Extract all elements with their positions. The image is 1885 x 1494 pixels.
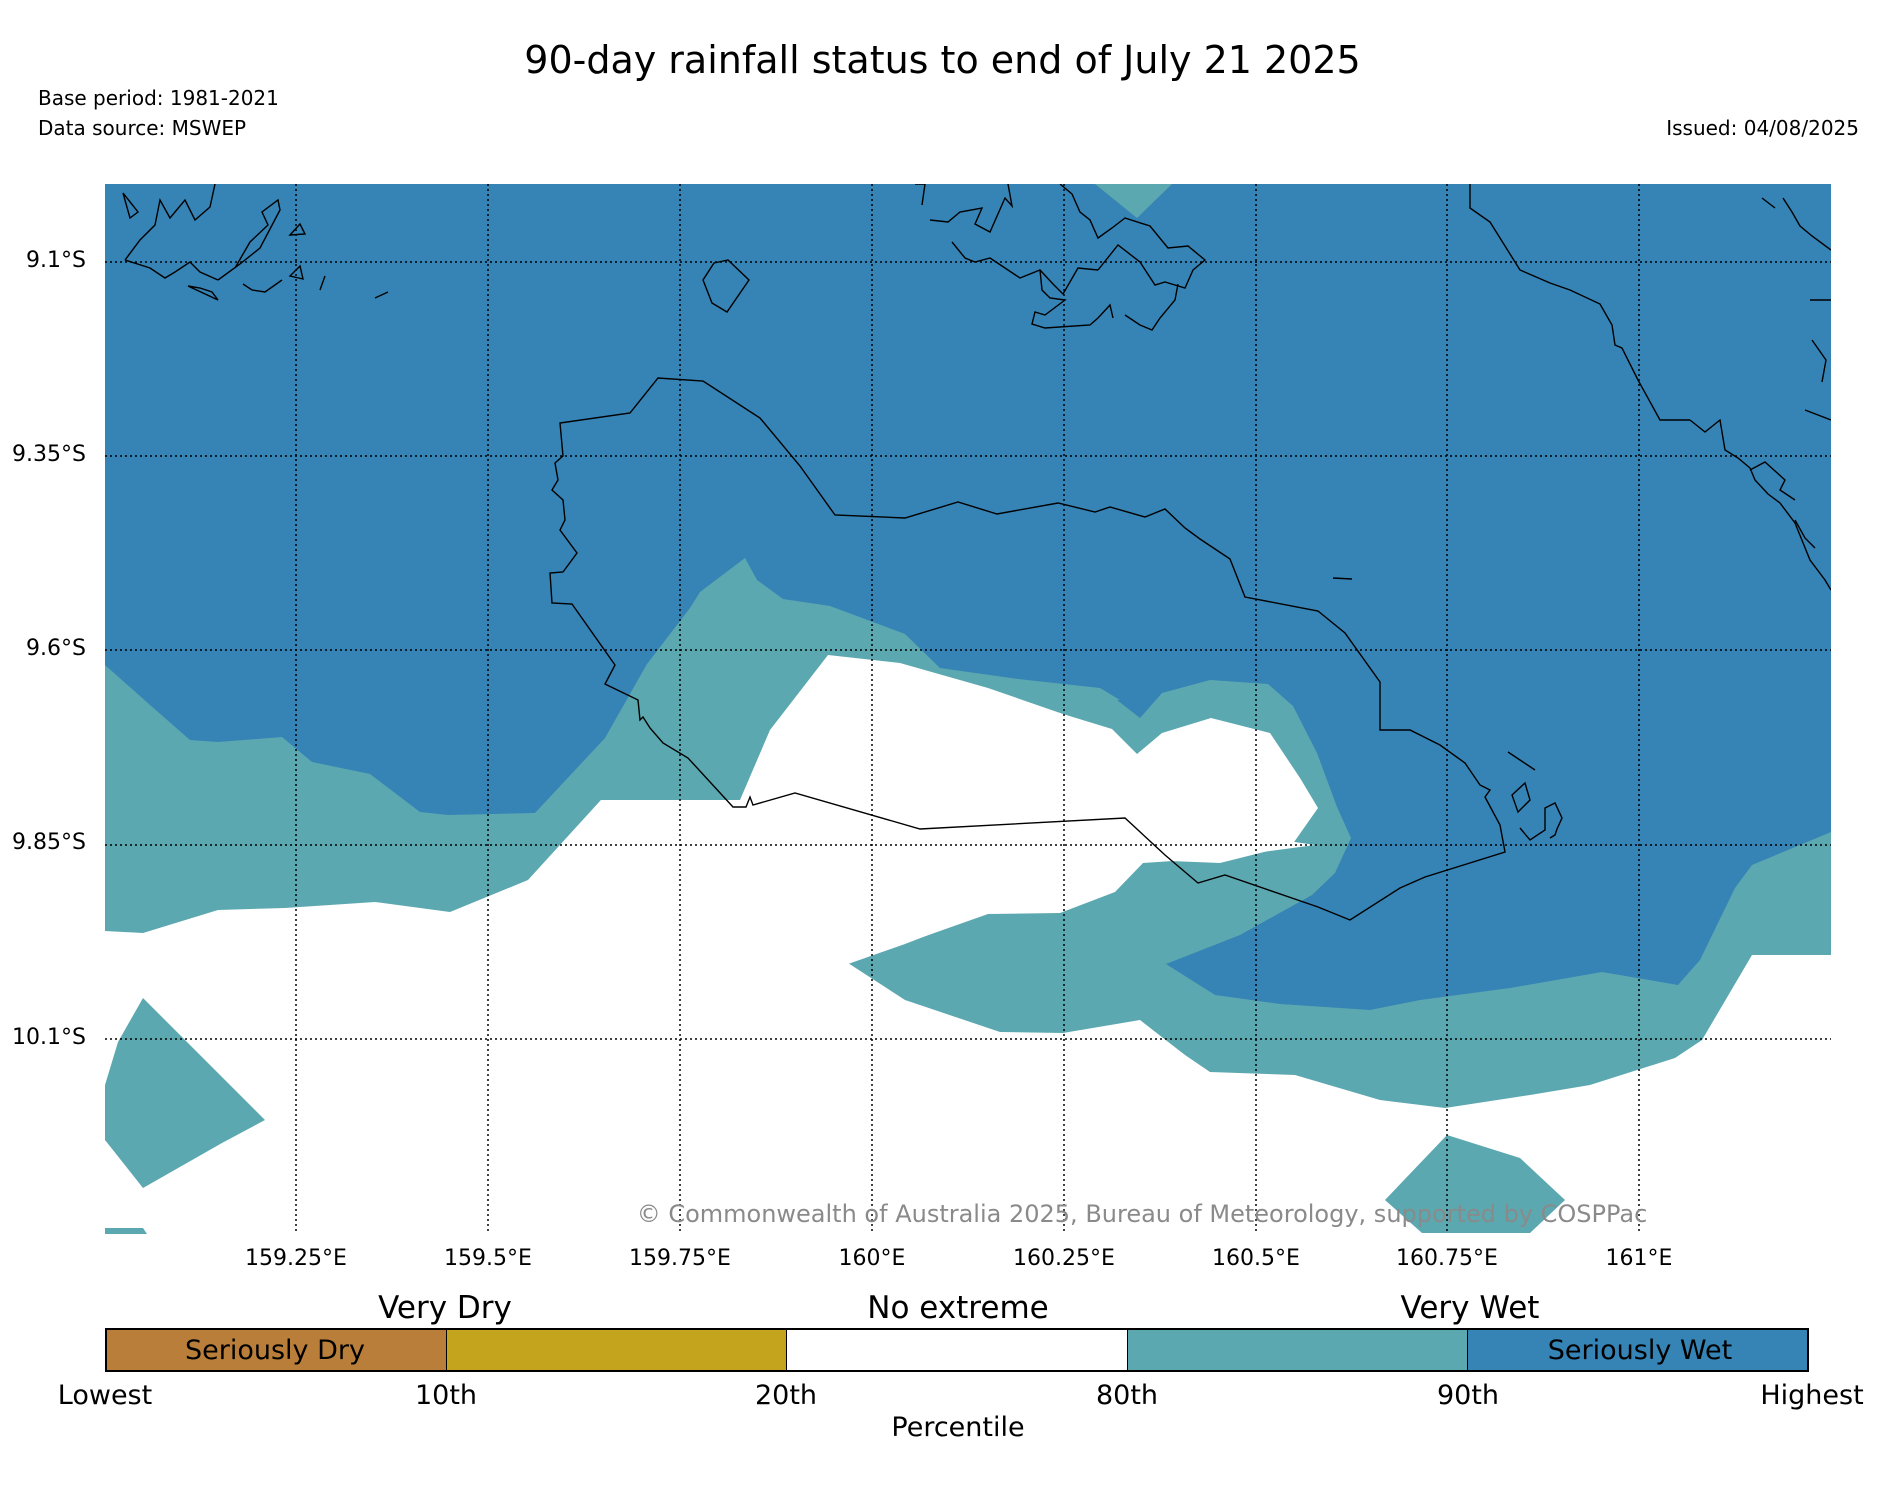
percentile-tick: 90th [1436, 1380, 1500, 1411]
lon-label: 159.75°E [629, 1246, 731, 1271]
seriously-wet-label: Seriously Wet [1547, 1335, 1733, 1366]
percentile-tick: Highest [1760, 1380, 1864, 1411]
percentile-axis-label: Percentile [891, 1412, 1025, 1443]
percentile-tick: 10th [414, 1380, 478, 1411]
lon-label: 160.75°E [1396, 1246, 1498, 1271]
very-wet-region-top [1095, 184, 1172, 218]
very-wet-region-corner [105, 1228, 147, 1234]
map-area [105, 184, 1831, 1234]
legend-category-very-wet: Very Wet [1400, 1290, 1540, 1326]
lon-label: 160.25°E [1013, 1246, 1115, 1271]
gridlines [105, 184, 1831, 1234]
percentile-tick: 20th [754, 1380, 818, 1411]
legend-category-no-extreme: No extreme [867, 1290, 1049, 1326]
percentile-tick: 80th [1095, 1380, 1159, 1411]
lat-label: 10.1°S [12, 1025, 86, 1050]
percentile-tick: Lowest [57, 1380, 153, 1411]
base-period-text: Base period: 1981-2021 [38, 86, 279, 110]
lon-label: 161°E [1605, 1246, 1673, 1271]
lon-label: 160°E [838, 1246, 906, 1271]
colorbar-class-seriously-wet [1467, 1330, 1808, 1370]
colorbar-class-seriously-dry [107, 1330, 448, 1370]
lon-label: 160.5°E [1212, 1246, 1300, 1271]
map-title: 90-day rainfall status to end of July 21… [524, 38, 1361, 82]
colorbar-class-very-dry [447, 1330, 788, 1370]
lat-label: 9.6°S [26, 636, 86, 661]
seriously-dry-label: Seriously Dry [185, 1335, 365, 1366]
lat-label: 9.1°S [26, 248, 86, 273]
copyright-text: © Commonwealth of Australia 2025, Bureau… [636, 1200, 1648, 1228]
issued-date-text: Issued: 04/08/2025 [1666, 116, 1859, 140]
legend-category-very-dry: Very Dry [378, 1290, 512, 1326]
no-extreme-central-area [600, 655, 1318, 985]
lon-label: 159.25°E [245, 1246, 347, 1271]
percentile-colorbar [105, 1328, 1809, 1372]
very-wet-region-se [1385, 1135, 1565, 1233]
coastlines [122, 184, 1831, 921]
lat-label: 9.35°S [12, 442, 86, 467]
data-source-text: Data source: MSWEP [38, 116, 247, 140]
colorbar-class-no-extreme [787, 1330, 1128, 1370]
seriously-wet-region [105, 184, 1831, 1010]
lat-label: 9.85°S [12, 830, 86, 855]
lon-label: 159.5°E [444, 1246, 532, 1271]
very-wet-region-sw [105, 998, 265, 1188]
colorbar-class-very-wet [1127, 1330, 1468, 1370]
